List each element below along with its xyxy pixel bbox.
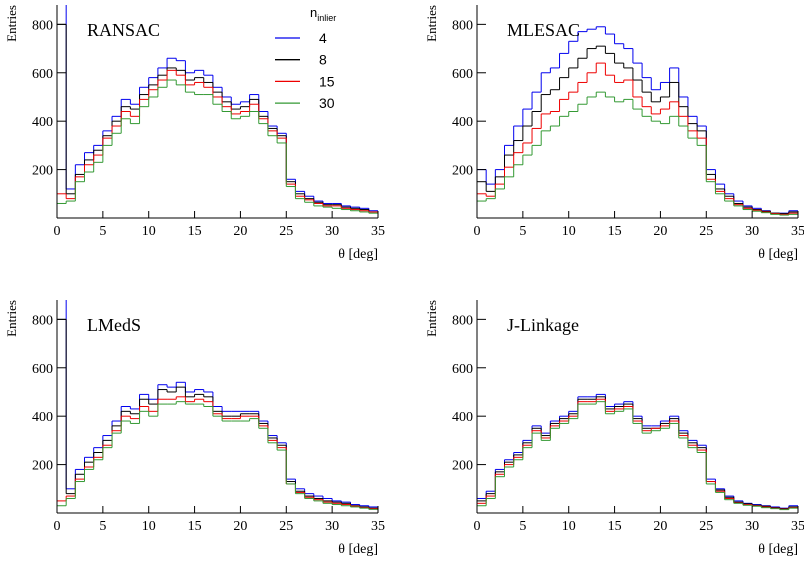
y-tick-label: 400 xyxy=(452,410,473,425)
x-tick-label: 25 xyxy=(699,519,713,534)
x-tick-label: 5 xyxy=(99,224,106,239)
y-tick-label: 600 xyxy=(32,362,53,377)
x-tick-label: 30 xyxy=(745,519,759,534)
x-tick-label: 10 xyxy=(142,224,156,239)
x-tick-label: 15 xyxy=(188,224,202,239)
x-tick-label: 25 xyxy=(279,224,293,239)
panel: 0 5 10 15 20 25 30 35 200 400 600 800 MLESAC θ [deg] E… xyxy=(424,5,804,262)
y-tick-label: 200 xyxy=(32,164,53,179)
panel-title: LMedS xyxy=(87,315,141,335)
y-tick-label: 600 xyxy=(452,362,473,377)
x-tick-label: 5 xyxy=(519,519,526,534)
x-tick-label: 5 xyxy=(519,224,526,239)
x-tick-label: 20 xyxy=(653,224,667,239)
x-tick-label: 15 xyxy=(188,519,202,534)
legend-label: 30 xyxy=(319,95,335,111)
legend-title: ninlier xyxy=(310,5,336,23)
x-axis-label: θ [deg] xyxy=(758,542,798,557)
x-tick-label: 0 xyxy=(474,224,481,239)
y-tick-label: 600 xyxy=(32,67,53,82)
y-tick-label: 400 xyxy=(32,115,53,130)
x-tick-label: 0 xyxy=(54,519,61,534)
x-tick-label: 15 xyxy=(608,519,622,534)
legend-label: 4 xyxy=(319,30,327,46)
panel-title: RANSAC xyxy=(87,20,160,40)
y-axis-label: Entries xyxy=(4,300,19,337)
x-tick-label: 35 xyxy=(371,519,385,534)
x-tick-label: 15 xyxy=(608,224,622,239)
panel: 0 5 10 15 20 25 30 35 200 400 600 800 RANSAC θ [deg] E… xyxy=(4,5,385,262)
plot-data xyxy=(477,393,798,513)
x-tick-label: 25 xyxy=(699,224,713,239)
x-tick-label: 20 xyxy=(653,519,667,534)
x-tick-label: 20 xyxy=(233,224,247,239)
x-tick-label: 25 xyxy=(279,519,293,534)
y-tick-label: 200 xyxy=(32,459,53,474)
y-tick-label: 800 xyxy=(32,18,53,33)
legend-title-sub: inlier xyxy=(317,13,336,23)
plot-data xyxy=(57,300,378,513)
y-tick-label: 800 xyxy=(452,18,473,33)
x-tick-label: 35 xyxy=(371,224,385,239)
y-tick-label: 600 xyxy=(452,67,473,82)
plot-data xyxy=(57,5,378,218)
panel: 0 5 10 15 20 25 30 35 200 400 600 800 J-Linkage θ [de… xyxy=(424,300,804,557)
x-tick-label: 30 xyxy=(325,224,339,239)
legend-label: 8 xyxy=(319,52,327,68)
x-axis-label: θ [deg] xyxy=(338,247,378,262)
x-tick-label: 10 xyxy=(562,519,576,534)
y-axis-label: Entries xyxy=(4,5,19,42)
y-tick-label: 800 xyxy=(32,313,53,328)
x-tick-label: 0 xyxy=(474,519,481,534)
x-tick-label: 35 xyxy=(791,224,804,239)
y-tick-label: 800 xyxy=(452,313,473,328)
x-tick-label: 10 xyxy=(142,519,156,534)
x-tick-label: 0 xyxy=(54,224,61,239)
legend-title-main: n xyxy=(310,5,317,20)
x-axis-label: θ [deg] xyxy=(758,247,798,262)
panel-title: J-Linkage xyxy=(507,315,579,335)
y-tick-label: 400 xyxy=(32,410,53,425)
x-tick-label: 20 xyxy=(233,519,247,534)
y-tick-label: 200 xyxy=(452,459,473,474)
y-axis-label: Entries xyxy=(424,5,439,42)
y-axis-label: Entries xyxy=(424,300,439,337)
x-tick-label: 30 xyxy=(325,519,339,534)
x-tick-label: 35 xyxy=(791,519,804,534)
y-tick-label: 400 xyxy=(452,115,473,130)
y-tick-label: 200 xyxy=(452,164,473,179)
x-tick-label: 5 xyxy=(99,519,106,534)
plot-data xyxy=(477,26,798,218)
x-tick-label: 30 xyxy=(745,224,759,239)
panel-title: MLESAC xyxy=(507,20,580,40)
legend-label: 15 xyxy=(319,73,335,89)
x-axis-label: θ [deg] xyxy=(338,542,378,557)
panel: 0 5 10 15 20 25 30 35 200 400 600 800 LMedS θ [deg] En… xyxy=(4,300,385,557)
x-tick-label: 10 xyxy=(562,224,576,239)
